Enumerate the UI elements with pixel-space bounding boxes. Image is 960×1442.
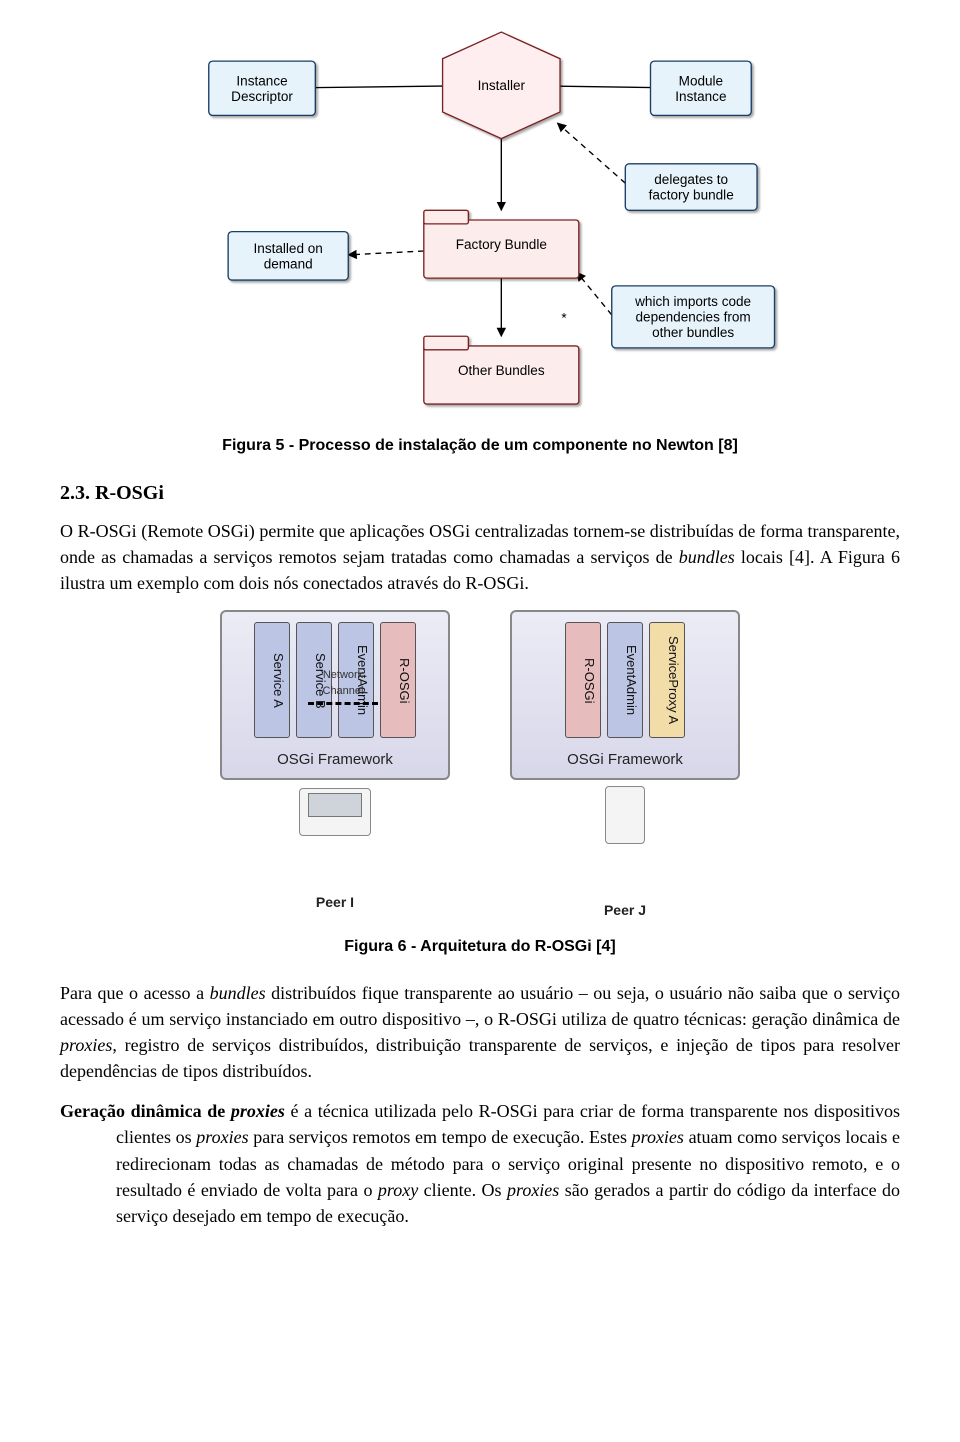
svg-text:Instance: Instance xyxy=(236,73,287,88)
svg-text:which imports code: which imports code xyxy=(634,294,751,309)
p3-t4: cliente. Os xyxy=(418,1180,507,1200)
bundle-r-osgi: R-OSGi xyxy=(380,622,416,738)
p3-i2: proxies xyxy=(632,1127,684,1147)
peer-2-framework-label: OSGi Framework xyxy=(512,749,738,771)
svg-text:*: * xyxy=(561,311,567,326)
svg-text:Other Bundles: Other Bundles xyxy=(458,363,545,378)
p3-i1: proxies xyxy=(196,1127,248,1147)
svg-text:demand: demand xyxy=(264,256,313,271)
para1-ital: bundles xyxy=(679,547,735,567)
svg-text:Installed on: Installed on xyxy=(254,241,323,256)
figure-5-diagram: *InstanceDescriptorInstallerModuleInstan… xyxy=(60,20,900,420)
p2-a: Para que o acesso a xyxy=(60,983,210,1003)
network-channel: Network Channel xyxy=(308,668,378,705)
p3-i3: proxy xyxy=(378,1180,418,1200)
svg-text:Descriptor: Descriptor xyxy=(231,89,293,104)
peer-2-device-icon xyxy=(605,786,645,844)
section-number: 2.3. xyxy=(60,482,90,504)
peer-2-bundles: R-OSGiEventAdminServiceProxy A xyxy=(522,622,728,738)
svg-text:other bundles: other bundles xyxy=(652,325,734,340)
svg-text:Factory Bundle: Factory Bundle xyxy=(456,237,547,252)
figure-5-svg: *InstanceDescriptorInstallerModuleInstan… xyxy=(170,20,790,420)
bundle-r-osgi: R-OSGi xyxy=(565,622,601,738)
bundle-eventadmin: EventAdmin xyxy=(607,622,643,738)
p3-lead: Geração dinâmica de proxies xyxy=(60,1101,285,1121)
p3-lead-b: Geração dinâmica de xyxy=(60,1101,231,1121)
peer-1-framework-label: OSGi Framework xyxy=(222,749,448,771)
peer-2-framework: R-OSGiEventAdminServiceProxy A OSGi Fram… xyxy=(510,610,740,780)
bundle-serviceproxy-a: ServiceProxy A xyxy=(649,622,685,738)
svg-text:Installer: Installer xyxy=(478,78,526,93)
svg-text:delegates to: delegates to xyxy=(654,172,728,187)
p3-lead-i: proxies xyxy=(231,1101,285,1121)
svg-text:factory bundle: factory bundle xyxy=(649,188,734,203)
peer-1-label: Peer I xyxy=(220,892,450,912)
svg-text:Module: Module xyxy=(679,73,723,88)
peer-2-label: Peer J xyxy=(510,900,740,920)
p3-i4: proxies xyxy=(507,1180,559,1200)
paragraph-3: Geração dinâmica de proxies é a técnica … xyxy=(60,1098,900,1228)
network-line xyxy=(308,702,378,705)
figure-5-caption: Figura 5 - Processo de instalação de um … xyxy=(60,434,900,457)
network-channel-label: Network Channel xyxy=(308,668,378,700)
svg-text:dependencies from: dependencies from xyxy=(636,310,751,325)
peer-1-device-icon xyxy=(299,788,371,836)
svg-text:Instance: Instance xyxy=(675,89,726,104)
p2-i2: proxies xyxy=(60,1035,112,1055)
p3-t2: para serviços remotos em tempo de execuç… xyxy=(249,1127,632,1147)
paragraph-1: O R-OSGi (Remote OSGi) permite que aplic… xyxy=(60,518,900,596)
peer-2: R-OSGiEventAdminServiceProxy A OSGi Fram… xyxy=(510,610,740,920)
figure-6-caption: Figura 6 - Arquitetura do R-OSGi [4] xyxy=(60,935,900,958)
p2-i1: bundles xyxy=(210,983,266,1003)
paragraph-2: Para que o acesso a bundles distribuídos… xyxy=(60,980,900,1084)
peer-1: Service AService BEventAdminR-OSGi OSGi … xyxy=(220,610,450,912)
section-term: R-OSGi xyxy=(95,482,164,504)
bundle-service-a: Service A xyxy=(254,622,290,738)
figure-6-diagram: Service AService BEventAdminR-OSGi OSGi … xyxy=(60,610,900,920)
section-heading: 2.3. R-OSGi xyxy=(60,479,900,508)
p2-c: , registro de serviços distribuídos, dis… xyxy=(60,1035,900,1081)
